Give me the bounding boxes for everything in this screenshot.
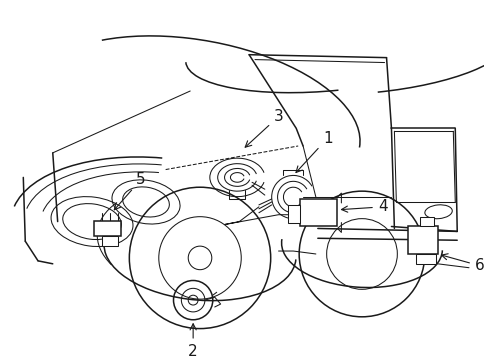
- Bar: [102, 236, 117, 246]
- Text: 1: 1: [295, 131, 332, 172]
- Text: 4: 4: [341, 199, 386, 214]
- Text: 3: 3: [244, 109, 283, 147]
- Bar: [407, 226, 437, 254]
- Bar: [419, 217, 433, 226]
- Text: 5: 5: [114, 172, 145, 210]
- Bar: [415, 254, 435, 264]
- Bar: [300, 199, 337, 226]
- Bar: [94, 221, 121, 236]
- Text: 6: 6: [441, 254, 484, 273]
- Bar: [288, 205, 300, 222]
- Text: 2: 2: [188, 324, 198, 359]
